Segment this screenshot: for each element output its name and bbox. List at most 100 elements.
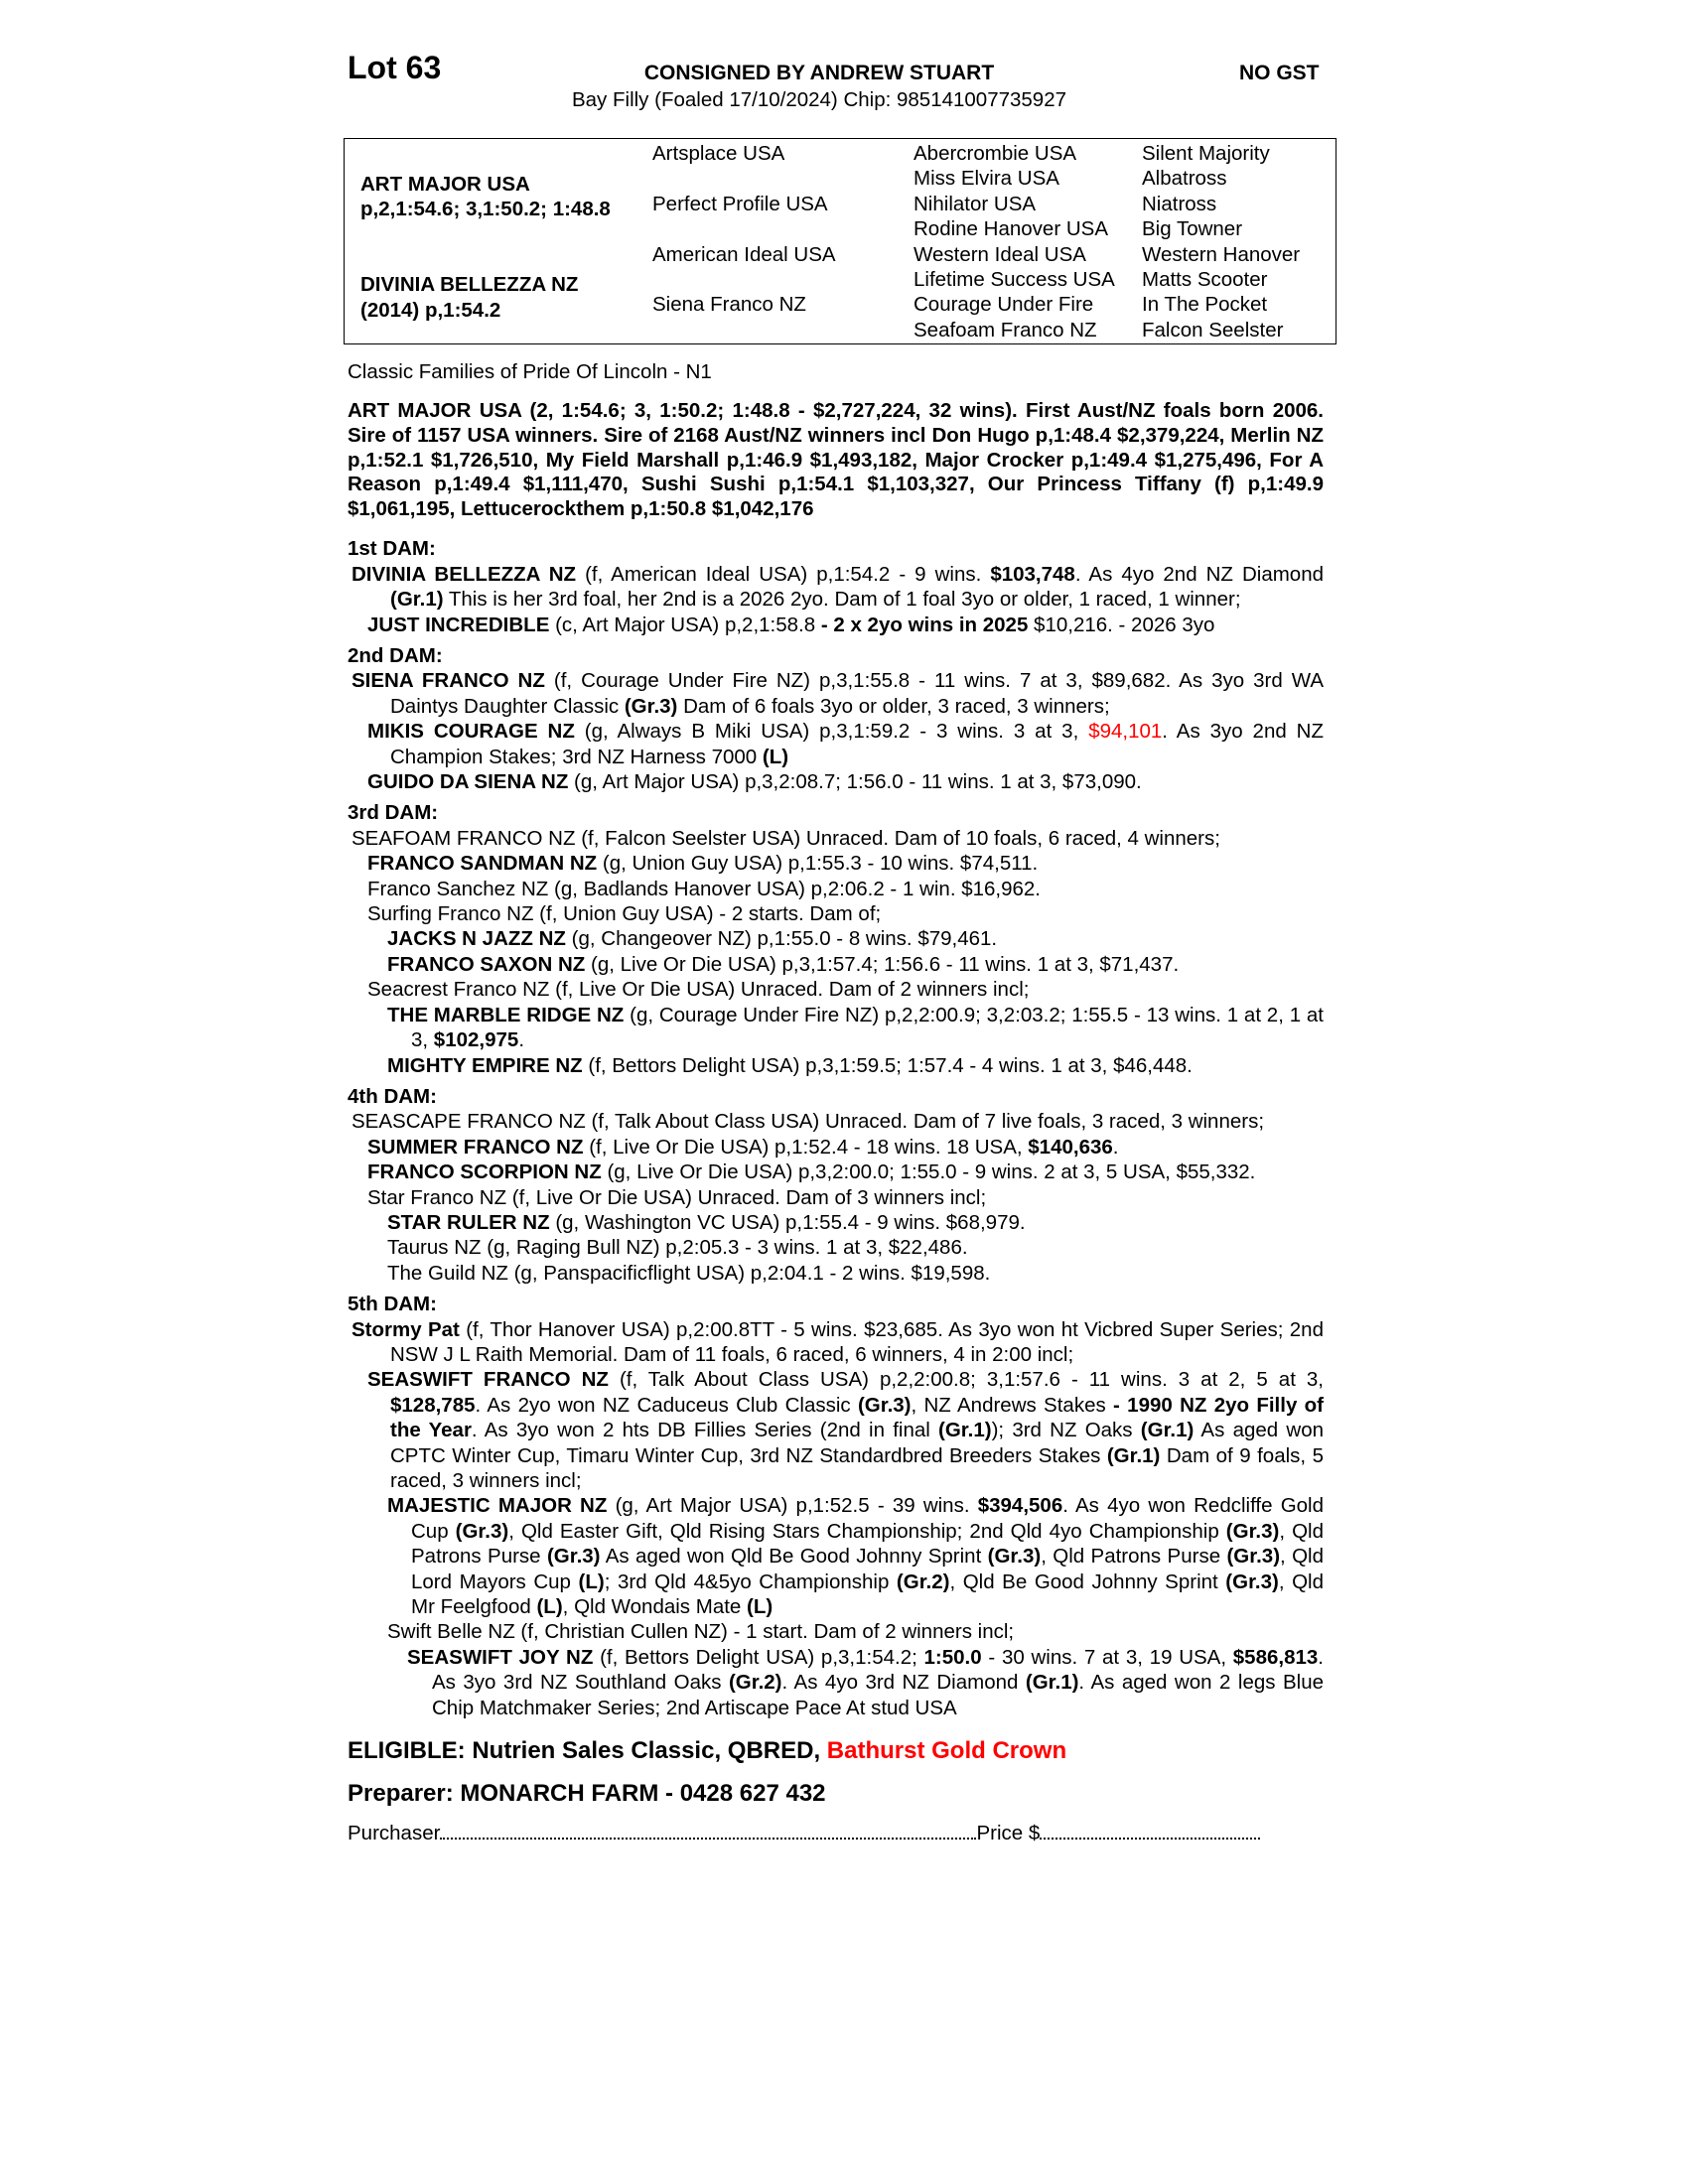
entry-text: (f, Thor Hanover USA) p,2:00.8TT - 5 win… (390, 1317, 1324, 1366)
entry-text: The Guild NZ (g, Panspacificflight USA) … (387, 1261, 991, 1285)
bold-text: THE MARBLE RIDGE NZ (387, 1003, 625, 1026)
entry-text: . As 3yo 3rd NZ Southland Oaks (432, 1645, 1324, 1695)
bold-text: (Gr.1) (1025, 1671, 1079, 1695)
pedigree-entry: Star Franco NZ (f, Live Or Die USA) Unra… (348, 1185, 1324, 1210)
bold-text: (Gr.1) (1106, 1443, 1161, 1467)
bold-text: 1:50.0 (923, 1645, 982, 1669)
entry-text: . As 4yo 3rd NZ Diamond (781, 1671, 1026, 1695)
pedigree-gen3-ancestor: Nihilator USA (914, 192, 1037, 215)
bold-text: JACKS N JAZZ NZ (387, 927, 566, 951)
bold-text: (Gr.3) (857, 1393, 912, 1417)
pedigree-entry: Franco Sanchez NZ (g, Badlands Hanover U… (348, 877, 1324, 901)
entry-text: . (518, 1028, 525, 1052)
pedigree-gen4-ancestor: Big Towner (1142, 217, 1243, 241)
bold-text: (Gr.2) (896, 1570, 950, 1593)
entry-text: . As 3yo won 2 hts DB Fillies Series (2n… (471, 1419, 939, 1442)
pedigree-table: ART MAJOR USA p,2,1:54.6; 3,1:50.2; 1:48… (344, 138, 1336, 344)
entry-text: , Qld Patrons Purse (1041, 1545, 1227, 1569)
eligible-highlight: Bathurst Gold Crown (826, 1737, 1067, 1765)
bold-text: JUST INCREDIBLE (367, 613, 550, 636)
bold-text: (Gr.1) (938, 1419, 992, 1442)
bold-text: $103,748 (990, 562, 1075, 586)
consignor-text: CONSIGNED BY ANDREW STUART (643, 62, 995, 84)
entry-text: , Qld Easter Gift, Qld Rising Stars Cham… (508, 1519, 1226, 1543)
entry-text: ; 3rd Qld 4&5yo Championship (604, 1570, 897, 1593)
pedigree-gen3-ancestor: Western Ideal USA (914, 242, 1086, 266)
pedigree-gen3-ancestor: Abercrombie USA (914, 142, 1077, 165)
pedigree-gen3-ancestor: Miss Elvira USA (914, 167, 1059, 191)
bold-text: (L) (747, 1595, 774, 1619)
entry-text: Dam of 9 foals, 5 raced, 3 winners incl; (390, 1443, 1324, 1492)
pedigree-entry: SIENA FRANCO NZ (f, Courage Under Fire N… (348, 668, 1324, 719)
pedigree-dam: DIVINIA BELLEZZA NZ (360, 273, 579, 296)
entry-text: Seacrest Franco NZ (f, Live Or Die USA) … (367, 978, 1030, 1002)
entry-text: Taurus NZ (g, Raging Bull NZ) p,2:05.3 -… (387, 1236, 968, 1260)
purchaser-label: Purchaser (348, 1821, 441, 1844)
entry-text: . As 2yo won NZ Caduceus Club Classic (475, 1393, 858, 1417)
pedigree-entry: SEASCAPE FRANCO NZ (f, Talk About Class … (348, 1109, 1324, 1134)
bold-text: (Gr.3) (1226, 1545, 1281, 1569)
bold-text: DIVINIA BELLEZZA NZ (352, 562, 577, 586)
gst-label: NO GST (1239, 62, 1320, 84)
entry-text: (f, Bettors Delight USA) p,3,1:59.5; 1:5… (582, 1053, 1193, 1077)
pedigree-entry: MIKIS COURAGE NZ (g, Always B Miki USA) … (348, 719, 1324, 769)
entry-text: . As 4yo won Redcliffe Gold Cup (411, 1494, 1324, 1543)
lot-number: Lot 63 (348, 50, 442, 85)
pedigree-entry: FRANCO SCORPION NZ (g, Live Or Die USA) … (348, 1160, 1324, 1184)
dam-heading: 4th DAM: (348, 1084, 437, 1108)
pedigree-entry: DIVINIA BELLEZZA NZ (f, American Ideal U… (348, 562, 1324, 613)
pedigree-gen4-ancestor: In The Pocket (1142, 293, 1268, 317)
dam-heading: 5th DAM: (348, 1293, 437, 1316)
bold-text: $128,785 (390, 1393, 476, 1417)
pedigree-gen4-ancestor: Niatross (1142, 192, 1217, 215)
bold-text: SEASWIFT FRANCO NZ (367, 1368, 609, 1392)
entry-text: SEASCAPE FRANCO NZ (f, Talk About Class … (352, 1110, 1265, 1134)
pedigree-entry: Seacrest Franco NZ (f, Live Or Die USA) … (348, 977, 1324, 1002)
entry-text: (f, Talk About Class USA) p,2,2:00.8; 3,… (608, 1368, 1324, 1392)
bold-text: MIKIS COURAGE NZ (367, 720, 575, 744)
price-field[interactable] (1040, 1837, 1261, 1840)
entry-text: . As 4yo 2nd NZ Diamond (1074, 562, 1325, 586)
entry-text: (f, American Ideal USA) p,1:54.2 - 9 win… (576, 562, 991, 586)
bold-text: - 1990 NZ 2yo Filly of the Year (390, 1393, 1325, 1442)
pedigree-entry: Taurus NZ (g, Raging Bull NZ) p,2:05.3 -… (348, 1235, 1324, 1260)
bold-text: $102,975 (433, 1028, 519, 1052)
entry-text: (g, Live Or Die USA) p,3,2:00.0; 1:55.0 … (601, 1160, 1256, 1184)
bold-text: (Gr.3) (987, 1545, 1042, 1569)
pedigree-gen3-ancestor: Lifetime Success USA (914, 268, 1115, 291)
pedigree-dam-record: (2014) p,1:54.2 (360, 299, 501, 322)
highlight-text: $94,101 (1088, 720, 1163, 744)
entry-text: SEAFOAM FRANCO NZ (f, Falcon Seelster US… (352, 826, 1220, 850)
pedigree-entry: SEASWIFT FRANCO NZ (f, Talk About Class … (348, 1367, 1324, 1493)
bold-text: (Gr.3) (1225, 1519, 1280, 1543)
pedigree-entry: SEASWIFT JOY NZ (f, Bettors Delight USA)… (348, 1645, 1324, 1720)
pedigree-gen4-ancestor: Western Hanover (1142, 242, 1301, 266)
entry-text: Swift Belle NZ (f, Christian Cullen NZ) … (387, 1620, 1015, 1644)
pedigree-gen2-ancestor: Perfect Profile USA (652, 192, 828, 215)
entry-text: , Qld Be Good Johnny Sprint (949, 1570, 1226, 1593)
family-line: Classic Families of Pride Of Lincoln - N… (348, 360, 712, 383)
pedigree-entry: JACKS N JAZZ NZ (g, Changeover NZ) p,1:5… (348, 926, 1324, 951)
purchase-line: Purchaser Price $ (348, 1821, 1324, 1845)
purchaser-field[interactable] (440, 1837, 977, 1840)
bold-text: (L) (762, 745, 789, 768)
bold-text: FRANCO SCORPION NZ (367, 1160, 602, 1184)
bold-text: (Gr.2) (728, 1671, 782, 1695)
entry-text: (g, Live Or Die USA) p,3,1:57.4; 1:56.6 … (585, 952, 1180, 976)
entry-text: . (1112, 1135, 1119, 1159)
bold-text: FRANCO SAXON NZ (387, 952, 586, 976)
pedigree-entry: SUMMER FRANCO NZ (f, Live Or Die USA) p,… (348, 1135, 1324, 1160)
catalogue-body: Classic Families of Pride Of Lincoln - N… (348, 359, 1324, 1845)
bold-text: (Gr.3) (455, 1519, 509, 1543)
entry-text: (g, Union Guy USA) p,1:55.3 - 10 wins. $… (597, 852, 1039, 876)
entry-text: - 30 wins. 7 at 3, 19 USA, (981, 1645, 1233, 1669)
eligible-text: ELIGIBLE: Nutrien Sales Classic, QBRED, (348, 1737, 827, 1765)
bold-text: (Gr.3) (546, 1545, 601, 1569)
pedigree-gen3-ancestor: Courage Under Fire (914, 293, 1094, 317)
bold-text: $140,636 (1028, 1135, 1113, 1159)
pedigree-gen3-ancestor: Rodine Hanover USA (914, 217, 1108, 241)
consignor-heading: CONSIGNED BY ANDREW STUART (0, 62, 1688, 85)
entry-text: , Qld Mr Feelgfood (411, 1570, 1324, 1619)
entry-text: (f, Courage Under Fire NZ) p,3,1:55.8 - … (390, 669, 1324, 718)
entry-text: , NZ Andrews Stakes (911, 1393, 1114, 1417)
